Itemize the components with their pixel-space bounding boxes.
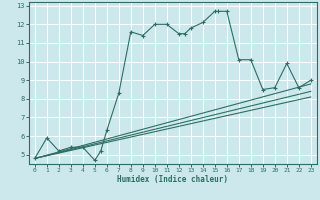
X-axis label: Humidex (Indice chaleur): Humidex (Indice chaleur) bbox=[117, 175, 228, 184]
